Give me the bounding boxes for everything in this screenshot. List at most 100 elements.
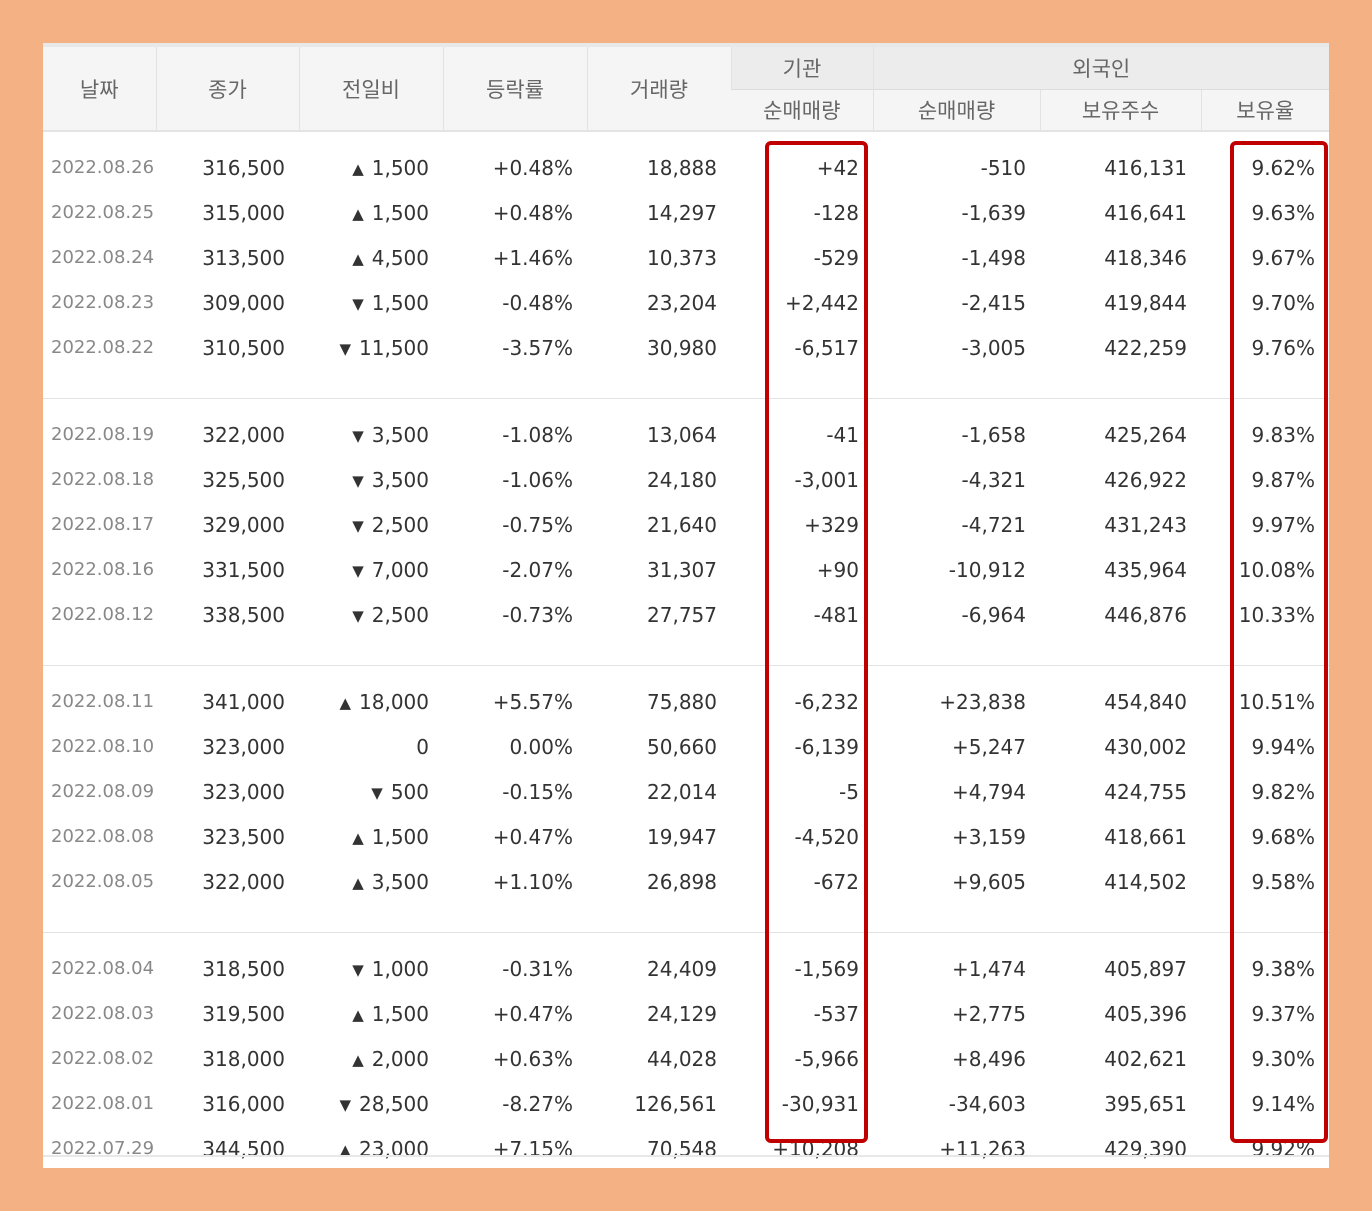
table-row: 2022.08.05 322,000 ▲ 3,500 +1.10% 26,898 -672 +…: [43, 859, 1329, 904]
volume-cell: 126,561: [634, 1091, 717, 1116]
change-cell: ▼ 2,500: [299, 502, 443, 547]
inst-net-cell: -128: [813, 200, 859, 225]
date-cell: 2022.08.25: [51, 202, 155, 223]
close-cell: 316,500: [202, 155, 285, 180]
change-value: 7,000: [371, 557, 429, 582]
col-foreign-ratio: 보유율: [1200, 89, 1330, 131]
foreign-hold-cell: 418,661: [1104, 824, 1187, 849]
inst-net-cell: -537: [813, 1001, 859, 1026]
rate-cell: +7.15%: [492, 1136, 573, 1161]
foreign-hold-cell: 424,755: [1104, 779, 1187, 804]
foreign-ratio-cell: 9.76%: [1251, 335, 1316, 360]
foreign-ratio-cell: 9.94%: [1251, 734, 1316, 759]
foreign-ratio-cell: 9.38%: [1251, 956, 1316, 981]
date-cell: 2022.08.04: [51, 958, 155, 979]
rate-cell: +0.48%: [492, 200, 573, 225]
date-cell: 2022.08.22: [51, 337, 155, 358]
volume-cell: 75,880: [647, 689, 717, 714]
change-value: 3,500: [371, 422, 429, 447]
date-cell: 2022.08.08: [51, 826, 155, 847]
foreign-net-cell: +4,794: [951, 779, 1026, 804]
inst-net-cell: +2,442: [784, 290, 859, 315]
close-cell: 338,500: [202, 602, 285, 627]
foreign-net-cell: -1,658: [961, 422, 1026, 447]
change-value: 28,500: [359, 1091, 429, 1116]
change-value: 3,500: [371, 467, 429, 492]
date-cell: 2022.08.23: [51, 292, 155, 313]
volume-cell: 22,014: [647, 779, 717, 804]
col-inst-net: 순매매량: [731, 89, 873, 131]
table-row: 2022.08.03 319,500 ▲ 1,500 +0.47% 24,129 -537 +…: [43, 991, 1329, 1036]
table-row: 2022.08.10 323,000 0 0.00% 50,660 -6,139 +5,24…: [43, 724, 1329, 769]
triangle-up-icon: ▲: [339, 1140, 352, 1159]
rate-cell: +1.10%: [492, 869, 573, 894]
change-cell: ▼ 500: [299, 769, 443, 814]
col-foreign-net: 순매매량: [872, 89, 1040, 131]
table-row: 2022.08.26 316,500 ▲ 1,500 +0.48% 18,888 +42 -5…: [43, 145, 1329, 190]
foreign-ratio-cell: 9.30%: [1251, 1046, 1316, 1071]
foreign-ratio-cell: 9.82%: [1251, 779, 1316, 804]
change-cell: ▲ 1,500: [299, 991, 443, 1036]
table-row: 2022.08.18 325,500 ▼ 3,500 -1.06% 24,180 -3,00…: [43, 457, 1329, 502]
volume-cell: 44,028: [647, 1046, 717, 1071]
volume-cell: 21,640: [647, 512, 717, 537]
triangle-down-icon: ▼: [352, 960, 364, 979]
spacer-cell: [43, 131, 1329, 145]
table-body: 2022.08.26 316,500 ▲ 1,500 +0.48% 18,888 +42 -5…: [43, 131, 1330, 1171]
triangle-up-icon: ▲: [339, 693, 352, 712]
divider-cell: [43, 637, 1330, 666]
rate-cell: -1.08%: [502, 422, 573, 447]
change-cell: ▼ 1,500: [299, 280, 443, 325]
foreign-net-cell: -34,603: [948, 1091, 1026, 1116]
foreign-hold-cell: 416,131: [1104, 155, 1187, 180]
date-cell: 2022.08.16: [51, 559, 155, 580]
close-cell: 322,000: [202, 869, 285, 894]
close-cell: 313,500: [202, 245, 285, 270]
change-value: 2,500: [371, 602, 429, 627]
date-cell: 2022.08.17: [51, 514, 155, 535]
triangle-down-icon: ▼: [352, 471, 364, 490]
change-cell: ▼ 3,500: [299, 457, 443, 502]
volume-cell: 19,947: [647, 824, 717, 849]
foreign-ratio-cell: 9.83%: [1251, 422, 1316, 447]
group-divider: [43, 904, 1330, 933]
triangle-up-icon: ▲: [352, 1005, 364, 1024]
inst-net-cell: -6,517: [794, 335, 859, 360]
change-value: 0: [416, 734, 429, 759]
foreign-hold-cell: 446,876: [1104, 602, 1187, 627]
foreign-hold-cell: 435,964: [1104, 557, 1187, 582]
date-cell: 2022.08.01: [51, 1093, 155, 1114]
foreign-net-cell: -10,912: [948, 557, 1026, 582]
inst-net-cell: +329: [804, 512, 859, 537]
foreign-hold-cell: 422,259: [1104, 335, 1187, 360]
close-cell: 331,500: [202, 557, 285, 582]
volume-cell: 50,660: [647, 734, 717, 759]
volume-cell: 30,980: [647, 335, 717, 360]
change-value: 1,000: [371, 956, 429, 981]
col-foreign-hold: 보유주수: [1039, 89, 1201, 131]
foreign-net-cell: +8,496: [951, 1046, 1026, 1071]
inst-net-cell: -6,232: [794, 689, 859, 714]
foreign-net-cell: -2,415: [961, 290, 1026, 315]
date-cell: 2022.07.29: [51, 1138, 155, 1159]
foreign-ratio-cell: 9.67%: [1251, 245, 1316, 270]
triangle-up-icon: ▲: [352, 873, 364, 892]
change-value: 18,000: [359, 689, 429, 714]
foreign-hold-cell: 425,264: [1104, 422, 1187, 447]
table-row: 2022.08.16 331,500 ▼ 7,000 -2.07% 31,307 +90 -1…: [43, 547, 1329, 592]
foreign-net-cell: -4,721: [961, 512, 1026, 537]
inst-net-cell: -4,520: [794, 824, 859, 849]
change-cell: ▼ 11,500: [299, 325, 443, 370]
col-rate: 등락률: [442, 45, 587, 131]
change-cell: ▼ 1,000: [299, 946, 443, 991]
foreign-hold-cell: 416,641: [1104, 200, 1187, 225]
rate-cell: +0.48%: [492, 155, 573, 180]
foreign-net-cell: +2,775: [951, 1001, 1026, 1026]
close-cell: 310,500: [202, 335, 285, 360]
triangle-down-icon: ▼: [371, 783, 383, 802]
triangle-up-icon: ▲: [352, 249, 364, 268]
change-cell: ▼ 3,500: [299, 412, 443, 457]
group-divider: [43, 637, 1330, 666]
spacer-cell: [43, 933, 1329, 947]
foreign-hold-cell: 405,396: [1104, 1001, 1187, 1026]
